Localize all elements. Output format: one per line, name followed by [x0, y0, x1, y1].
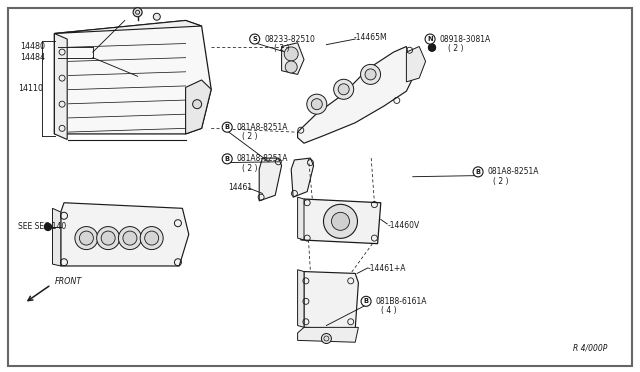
Text: ( 2 ): ( 2 ) [493, 177, 508, 186]
Text: ( 2 ): ( 2 ) [274, 44, 289, 53]
Text: 14480: 14480 [20, 42, 45, 51]
Circle shape [145, 231, 159, 245]
Text: R 4/000P: R 4/000P [573, 343, 607, 352]
Circle shape [473, 167, 483, 177]
Circle shape [75, 227, 98, 250]
Text: 081A8-8251A: 081A8-8251A [488, 167, 539, 176]
Polygon shape [301, 199, 381, 244]
Circle shape [101, 231, 115, 245]
Text: B: B [225, 124, 230, 130]
Circle shape [360, 64, 381, 84]
Text: B: B [364, 298, 369, 304]
Polygon shape [282, 43, 304, 74]
Polygon shape [54, 20, 211, 134]
Circle shape [365, 69, 376, 80]
Circle shape [222, 122, 232, 132]
Text: 081A8-8251A: 081A8-8251A [237, 123, 288, 132]
Text: 14484: 14484 [20, 53, 45, 62]
Circle shape [118, 227, 141, 250]
Circle shape [311, 99, 323, 110]
Circle shape [97, 227, 120, 250]
Circle shape [193, 100, 202, 109]
Polygon shape [298, 327, 358, 342]
Circle shape [222, 154, 232, 164]
Polygon shape [52, 208, 61, 266]
Circle shape [429, 44, 435, 51]
Circle shape [321, 334, 332, 343]
Polygon shape [259, 158, 282, 201]
Circle shape [425, 34, 435, 44]
Circle shape [250, 34, 260, 44]
Text: 14461: 14461 [228, 183, 252, 192]
Text: 08918-3081A: 08918-3081A [440, 35, 491, 44]
Text: -14460V: -14460V [387, 221, 419, 230]
Circle shape [45, 224, 51, 230]
Polygon shape [298, 46, 413, 143]
Text: -14461+A: -14461+A [368, 264, 406, 273]
Polygon shape [406, 46, 426, 82]
Circle shape [333, 79, 354, 99]
Circle shape [133, 8, 142, 17]
Circle shape [285, 61, 297, 73]
Text: FRONT: FRONT [54, 278, 82, 286]
Circle shape [79, 231, 93, 245]
Text: 081A8-8251A: 081A8-8251A [237, 154, 288, 163]
Circle shape [323, 204, 358, 238]
Circle shape [123, 231, 137, 245]
Text: B: B [476, 169, 481, 175]
Polygon shape [54, 33, 67, 140]
Circle shape [307, 94, 327, 114]
Circle shape [338, 84, 349, 95]
Text: ( 4 ): ( 4 ) [381, 306, 396, 315]
Polygon shape [186, 80, 211, 134]
Text: N: N [428, 36, 433, 42]
Text: -14465M: -14465M [353, 33, 387, 42]
Circle shape [361, 296, 371, 306]
Text: ( 2 ): ( 2 ) [448, 44, 463, 53]
Text: 081B8-6161A: 081B8-6161A [376, 297, 427, 306]
Circle shape [140, 227, 163, 250]
Polygon shape [291, 158, 314, 197]
Text: SEE SEC.140: SEE SEC.140 [18, 222, 66, 231]
Polygon shape [61, 203, 189, 266]
Polygon shape [298, 270, 304, 327]
Text: ( 2 ): ( 2 ) [242, 132, 257, 141]
Circle shape [332, 212, 349, 230]
Text: B: B [225, 156, 230, 162]
Text: 08233-82510: 08233-82510 [264, 35, 315, 44]
Circle shape [284, 47, 298, 61]
Polygon shape [298, 197, 304, 240]
Text: 14110: 14110 [18, 84, 43, 93]
Text: ( 2 ): ( 2 ) [242, 164, 257, 173]
Polygon shape [304, 272, 358, 329]
Polygon shape [54, 20, 202, 33]
Circle shape [154, 13, 160, 20]
Text: S: S [252, 36, 257, 42]
